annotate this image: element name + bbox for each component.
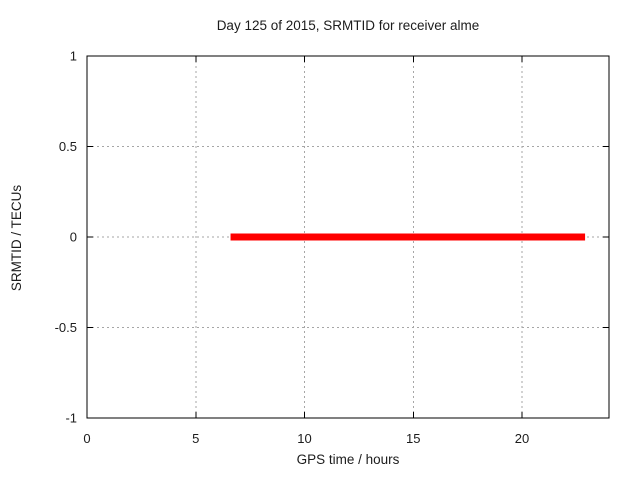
x-tick-label: 10	[297, 431, 311, 446]
chart-title: Day 125 of 2015, SRMTID for receiver alm…	[216, 18, 480, 33]
x-tick-label: 5	[192, 431, 199, 446]
y-tick-label: 0.5	[59, 139, 77, 154]
y-tick-label: -1	[65, 411, 77, 426]
x-axis-title: GPS time / hours	[296, 452, 400, 467]
y-tick-label: 0	[70, 230, 77, 245]
x-tick-label: 15	[406, 431, 420, 446]
plot-border	[86, 55, 610, 419]
x-tick-label: 20	[515, 431, 529, 446]
y-tick-label: 1	[70, 49, 77, 64]
y-tick-label: -0.5	[55, 320, 77, 335]
x-tick-label: 0	[83, 431, 90, 446]
